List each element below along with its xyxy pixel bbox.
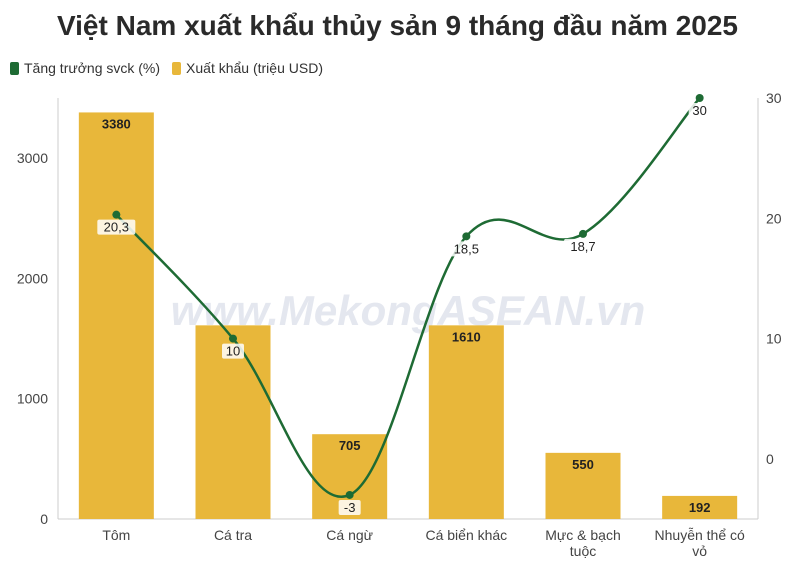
growth-point-5 <box>695 94 704 102</box>
growth-label-bg <box>688 103 711 118</box>
x-category-label: Cá ngừ <box>326 527 373 543</box>
y-right-tick-label: 0 <box>766 451 774 467</box>
x-category-label: Nhuyễn thể có vỏ <box>655 527 745 559</box>
y-right-tick-label: 10 <box>766 331 782 347</box>
y-right-tick-label: 30 <box>766 90 782 106</box>
growth-data-label: 20,3 <box>104 220 129 235</box>
x-category-label: Cá biển khác <box>425 527 507 543</box>
growth-data-label: 18,7 <box>570 239 595 254</box>
growth-label-bg <box>447 241 486 257</box>
y-left-tick-label: 3000 <box>17 150 48 166</box>
growth-label-bg <box>338 499 361 515</box>
legend-swatch-line <box>10 61 19 75</box>
growth-data-label: -3 <box>344 500 356 515</box>
legend-item-export[interactable]: Xuất khẩu (triệu USD) <box>172 60 323 76</box>
bar-4 <box>545 452 621 519</box>
x-category-label: Mực & bạch tuộc <box>545 527 621 559</box>
growth-point-2 <box>345 490 354 499</box>
growth-label-bg <box>564 238 602 254</box>
growth-label-bg <box>222 343 244 359</box>
bar-data-label: 1610 <box>452 329 481 344</box>
bar-3 <box>428 325 504 519</box>
x-category-label: Cá tra <box>214 527 252 543</box>
y-left-tick-label: 1000 <box>17 391 48 407</box>
bar-0 <box>78 112 154 519</box>
y-right-tick-label: 20 <box>766 210 782 226</box>
legend: Tăng trưởng svck (%) Xuất khẩu (triệu US… <box>10 60 335 76</box>
growth-point-1 <box>229 334 237 343</box>
growth-label-bg <box>97 219 136 235</box>
growth-data-label: 10 <box>226 344 240 359</box>
bar-data-label: 550 <box>572 457 594 472</box>
y-left-tick-label: 0 <box>40 511 48 527</box>
bar-data-label: 705 <box>339 438 361 453</box>
bar-data-label: 192 <box>689 500 711 515</box>
bar-5 <box>662 495 738 519</box>
legend-label-export: Xuất khẩu (triệu USD) <box>186 60 323 76</box>
x-category-label: Tôm <box>102 527 130 543</box>
growth-point-4 <box>579 229 587 238</box>
bar-data-label: 3380 <box>102 116 131 131</box>
legend-swatch-bar <box>172 61 182 75</box>
growth-data-label: 18,5 <box>454 241 479 256</box>
growth-data-label: 30 <box>692 103 706 118</box>
growth-point-3 <box>462 232 471 241</box>
growth-line <box>115 97 701 499</box>
y-left-tick-label: 2000 <box>17 270 48 286</box>
growth-point-0 <box>112 210 121 219</box>
chart-title: Việt Nam xuất khẩu thủy sản 9 tháng đầu … <box>56 10 739 41</box>
legend-item-growth[interactable]: Tăng trưởng svck (%) <box>10 60 160 76</box>
legend-label-growth: Tăng trưởng svck (%) <box>24 60 161 76</box>
